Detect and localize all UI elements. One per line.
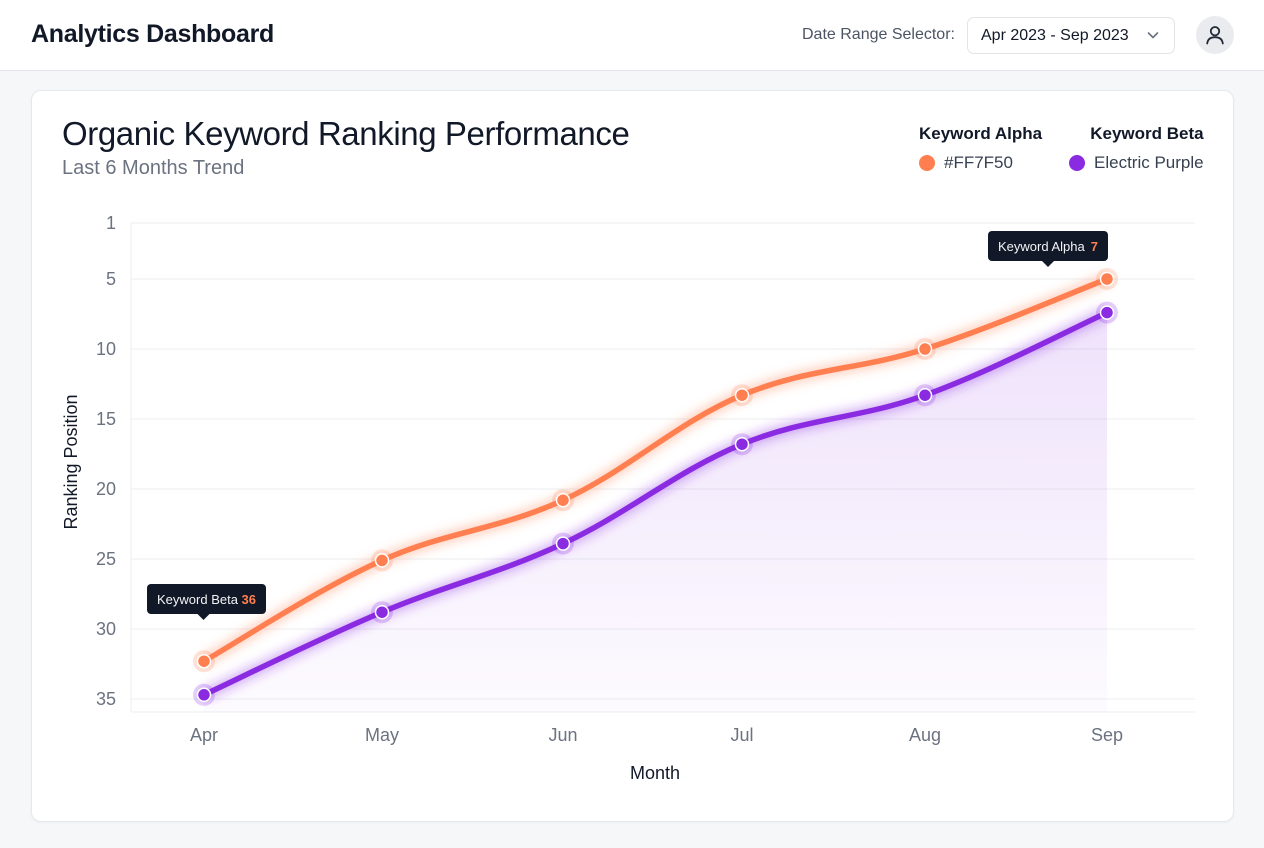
point-alpha-apr[interactable]	[196, 653, 212, 669]
legend-keyword-alpha[interactable]: Keyword Alpha #FF7F50	[919, 124, 1042, 173]
chevron-down-icon	[1147, 32, 1159, 39]
y-tick-label: 15	[96, 409, 116, 429]
user-icon	[1206, 26, 1224, 45]
point-alpha-jun[interactable]	[555, 492, 571, 508]
x-axis-label: Month	[630, 763, 680, 783]
y-tick-label: 5	[106, 269, 116, 289]
tooltip-label: Keyword Alpha	[998, 239, 1085, 254]
y-tick-label: 20	[96, 479, 116, 499]
top-bar: Analytics Dashboard Date Range Selector:…	[0, 0, 1264, 71]
x-tick-label-jul: Jul	[730, 725, 753, 745]
legend-beta-label: Electric Purple	[1094, 153, 1204, 172]
tooltip-pointer	[1042, 261, 1054, 267]
legend-keyword-beta[interactable]: Keyword Beta Electric Purple	[1069, 124, 1204, 173]
date-range-value: Apr 2023 - Sep 2023	[981, 26, 1129, 44]
point-beta-jun[interactable]	[555, 536, 571, 551]
date-range-select[interactable]: Apr 2023 - Sep 2023	[967, 17, 1175, 54]
tooltip-value: 7	[1091, 239, 1098, 254]
point-beta-jul[interactable]	[734, 436, 750, 452]
tooltip-box	[147, 584, 266, 614]
tooltip-pointer	[197, 614, 210, 620]
point-beta-apr[interactable]	[196, 687, 212, 703]
point-alpha-may[interactable]	[374, 553, 390, 568]
point-alpha-jul[interactable]	[734, 387, 750, 403]
tooltip-keyword-beta: Keyword Beta 36	[147, 584, 266, 620]
legend-beta-swatch	[1069, 155, 1085, 171]
user-avatar-button[interactable]	[1196, 16, 1234, 54]
tooltip-value: 36	[242, 592, 256, 607]
y-tick-label: 25	[96, 549, 116, 569]
tooltip-label: Keyword Beta	[157, 592, 239, 607]
tooltip-keyword-alpha: Keyword Alpha 7	[988, 231, 1108, 267]
point-beta-aug[interactable]	[917, 387, 933, 403]
chart-subtitle: Last 6 Months Trend	[62, 157, 245, 179]
series-keyword-alpha-line	[201, 276, 1110, 664]
y-tick-label: 35	[96, 689, 116, 709]
x-tick-label-may: May	[365, 725, 399, 745]
y-tick-label: 1	[106, 213, 116, 233]
chart-title: Organic Keyword Ranking Performance	[62, 115, 630, 152]
date-range-label: Date Range Selector:	[802, 26, 955, 43]
y-tick-label: 10	[96, 339, 116, 359]
y-tick-label: 30	[96, 619, 116, 639]
point-beta-sep[interactable]	[1099, 305, 1115, 320]
legend-alpha-label: #FF7F50	[944, 153, 1013, 172]
point-alpha-sep[interactable]	[1099, 271, 1115, 287]
tooltip-box	[988, 231, 1108, 261]
legend-alpha-heading: Keyword Alpha	[919, 124, 1043, 143]
y-axis-label: Ranking Position	[61, 394, 81, 529]
app-title: Analytics Dashboard	[31, 20, 274, 48]
legend-beta-heading: Keyword Beta	[1090, 124, 1204, 143]
x-tick-label-aug: Aug	[909, 725, 941, 745]
point-alpha-aug[interactable]	[917, 341, 933, 357]
x-tick-label-sep: Sep	[1091, 725, 1123, 745]
legend-alpha-swatch	[919, 155, 935, 171]
point-beta-may[interactable]	[374, 604, 390, 620]
x-tick-label-jun: Jun	[548, 725, 577, 745]
x-tick-label-apr: Apr	[190, 725, 218, 745]
series-keyword-beta-line	[201, 309, 1110, 698]
